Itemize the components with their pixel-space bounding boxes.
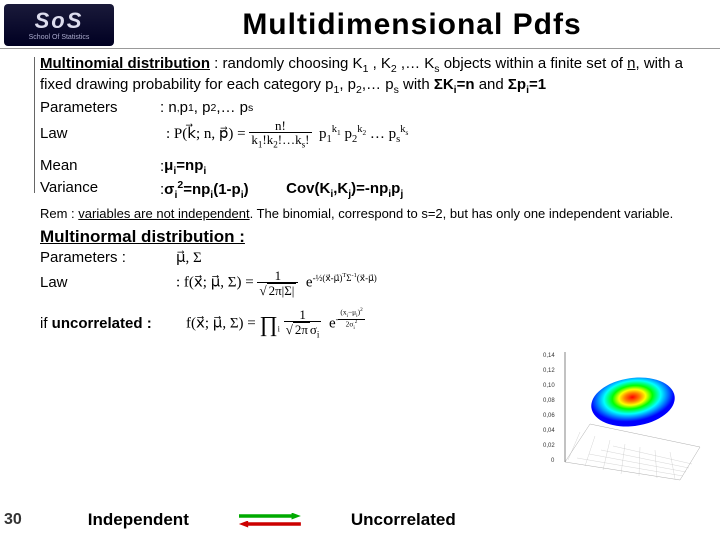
multinomial-desc: Multinomial distribution : randomly choo… [40, 55, 704, 97]
independent-label: Independent [88, 510, 189, 530]
svg-text:0,12: 0,12 [543, 368, 555, 374]
page-title: Multidimensional Pdfs [114, 8, 710, 42]
svg-text:0,08: 0,08 [543, 398, 555, 404]
law-formula: : P(k⃗; n, p⃗) = n!k1!k2!…ks! p1k1 p2k2 … [166, 119, 408, 150]
footer: 30 Independent Uncorrelated [4, 510, 456, 530]
slide-number: 30 [4, 511, 22, 529]
params-row: Parameters : n, p1, p2,… ps [40, 99, 704, 118]
surface-plot: 0,14 0,12 0,10 0,08 0,06 0,04 0,02 0 [535, 332, 710, 494]
multinomial-heading: Multinomial distribution [40, 55, 210, 72]
svg-text:0: 0 [551, 458, 555, 464]
logo: SoS School Of Statistics [4, 4, 114, 46]
svg-text:0,10: 0,10 [543, 383, 555, 389]
variance-value: : σi2=npi(1-pi) Cov(Ki,Kj)=-npipj [160, 179, 704, 202]
arrow-right-icon [239, 513, 301, 520]
variance-label: Variance [40, 179, 160, 202]
mn-params-row: Parameters : μ⃗, Σ [40, 249, 704, 268]
variance-row: Variance : σi2=npi(1-pi) Cov(Ki,Kj)=-npi… [40, 179, 704, 202]
header: SoS School Of Statistics Multidimensiona… [0, 0, 720, 49]
bidir-arrows-icon [239, 513, 301, 528]
uncorrelated-label: Uncorrelated [351, 510, 456, 530]
vertical-line [34, 57, 35, 193]
svg-text:0,06: 0,06 [543, 413, 555, 419]
mn-law-row: Law : f(x⃗; μ⃗, Σ) = 1√2π|Σ| e-½(x⃗-μ⃗)T… [40, 269, 704, 297]
svg-text:0,02: 0,02 [543, 443, 555, 449]
mn-law-formula: : f(x⃗; μ⃗, Σ) = 1√2π|Σ| e-½(x⃗-μ⃗)TΣ-1(… [176, 269, 377, 297]
logo-subtext: School Of Statistics [29, 34, 90, 41]
uncorr-formula: f(x⃗; μ⃗, Σ) = ∏i 1√2πσi e-(xi−μi)22σi2 [186, 308, 365, 340]
law-row: Law : P(k⃗; n, p⃗) = n!k1!k2!…ks! p1k1 p… [40, 119, 704, 150]
svg-text:0,04: 0,04 [543, 428, 555, 434]
mean-value: : μi=npi [160, 157, 704, 178]
content: Multinomial distribution : randomly choo… [0, 49, 720, 345]
multinormal-heading: Multinormal distribution : [40, 226, 704, 247]
svg-text:0,14: 0,14 [543, 353, 555, 359]
params-value: : n, p1, p2,… ps [160, 99, 704, 118]
mn-params-value: μ⃗, Σ [170, 249, 704, 268]
mn-law-value: : f(x⃗; μ⃗, Σ) = 1√2π|Σ| e-½(x⃗-μ⃗)TΣ-1(… [170, 269, 704, 297]
params-label: Parameters [40, 99, 160, 118]
law-value: : P(k⃗; n, p⃗) = n!k1!k2!…ks! p1k1 p2k2 … [160, 119, 704, 150]
mean-row: Mean : μi=npi [40, 157, 704, 178]
mean-label: Mean [40, 157, 160, 178]
arrow-left-icon [239, 521, 301, 528]
mn-law-label: Law [40, 274, 170, 293]
logo-text: SoS [35, 10, 84, 32]
law-label: Law [40, 125, 160, 144]
remark: Rem : variables are not independent. The… [40, 206, 704, 222]
gaussian-surface [588, 372, 678, 431]
uncorr-label: if uncorrelated : [40, 315, 180, 334]
mn-params-label: Parameters : [40, 249, 170, 268]
